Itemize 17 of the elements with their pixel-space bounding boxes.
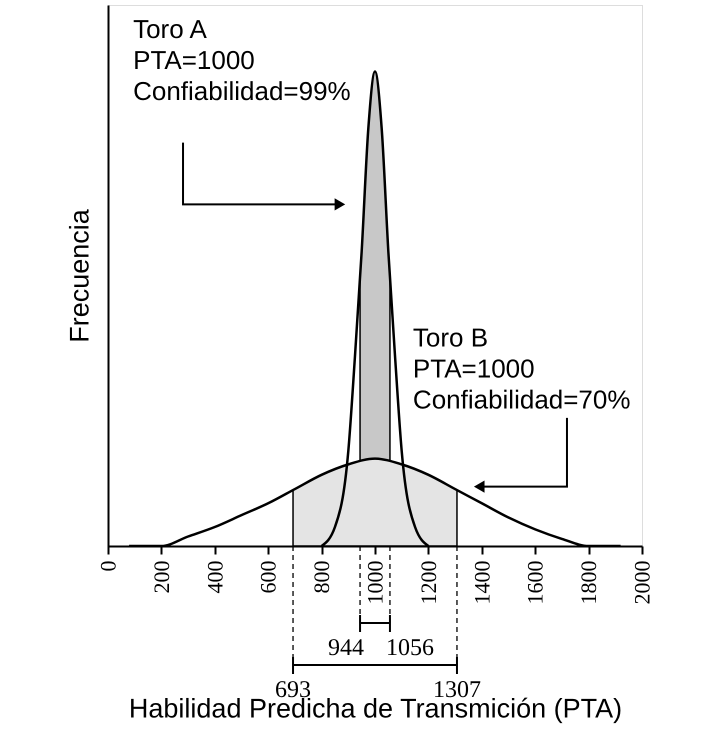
x-tick-label: 0 (96, 560, 120, 572)
x-tick-label: 1400 (469, 560, 494, 604)
annotation: Toro A PTA=1000 Confiabilidad=99% (133, 14, 351, 106)
x-tick-label: 400 (202, 560, 228, 594)
text: 944 (328, 635, 364, 661)
annotation: Toro B PTA=1000 Confiabilidad=70% (412, 322, 630, 414)
y-axis-title: Frecuencia (64, 208, 94, 343)
x-tick-label: 1000 (362, 560, 388, 604)
x-tick-label: 1600 (522, 560, 548, 604)
x-tick-label: 800 (309, 560, 334, 594)
x-tick-label: 1800 (576, 560, 602, 604)
x-tick-label: 2000 (630, 560, 654, 604)
x-tick-label: 1200 (416, 560, 441, 604)
x-tick-label: 600 (256, 560, 281, 594)
text: 1307 (432, 677, 481, 703)
text: 1056 (386, 635, 434, 661)
x-tick-label: 200 (148, 560, 174, 594)
